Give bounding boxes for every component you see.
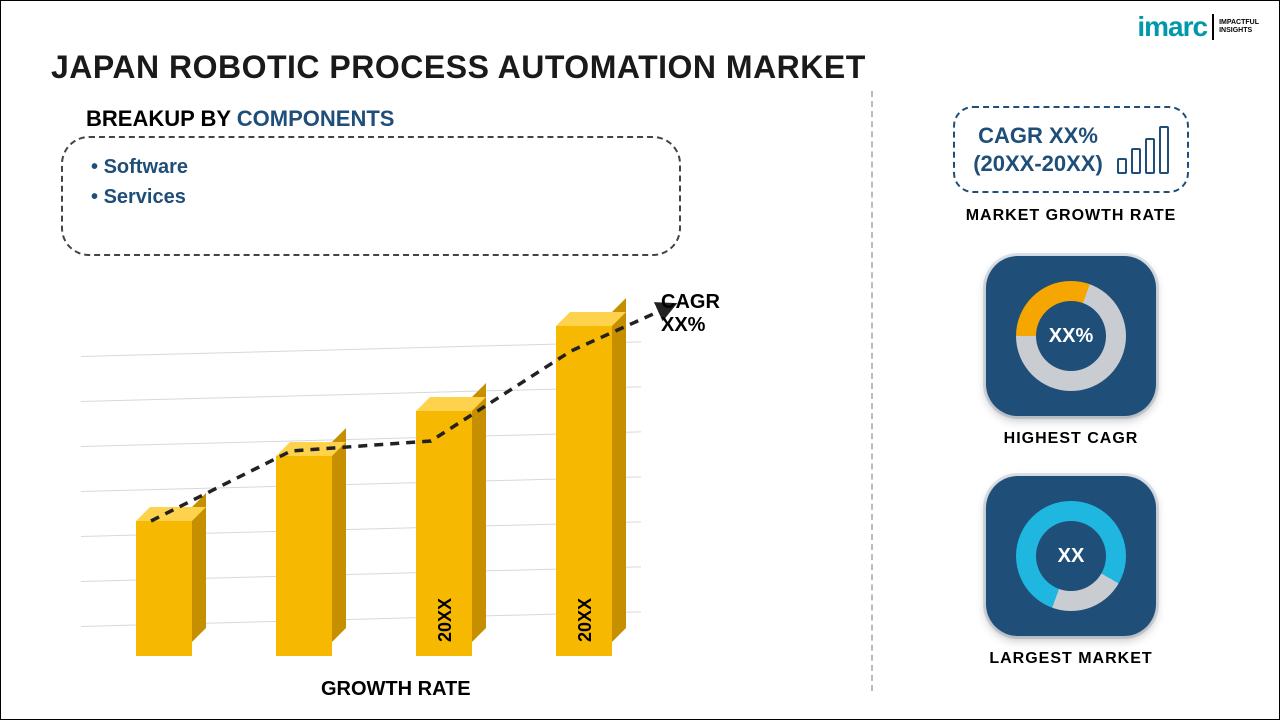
logo-text: imarc	[1137, 11, 1207, 43]
breakup-box: Software Services	[61, 136, 681, 256]
page-title: JAPAN ROBOTIC PROCESS AUTOMATION MARKET	[51, 49, 866, 86]
growth-rate-chart: 20XX20XX CAGR XX%	[81, 296, 721, 656]
logo-tagline: IMPACTFUL INSIGHTS	[1219, 19, 1259, 34]
donut-chart: XX	[1016, 501, 1126, 611]
bars-icon	[1117, 126, 1169, 174]
list-item: Software	[91, 152, 651, 182]
cagr-box: CAGR XX% (20XX-20XX)	[953, 106, 1189, 193]
panel-caption: HIGHEST CAGR	[921, 430, 1221, 448]
vertical-divider	[871, 91, 873, 691]
donut-label: XX%	[1016, 281, 1126, 391]
panel-caption: MARKET GROWTH RATE	[921, 207, 1221, 225]
donut-chart: XX%	[1016, 281, 1126, 391]
panel-caption: LARGEST MARKET	[921, 650, 1221, 668]
cagr-text: CAGR XX% (20XX-20XX)	[973, 122, 1103, 177]
highest-cagr-panel: XX% HIGHEST CAGR	[921, 256, 1221, 448]
chart-caption: GROWTH RATE	[321, 678, 471, 701]
list-item: Services	[91, 182, 651, 212]
highest-cagr-tile: XX%	[986, 256, 1156, 416]
breakup-heading: BREAKUP BY COMPONENTS	[86, 106, 394, 132]
breakup-list: Software Services	[91, 152, 651, 212]
logo-divider	[1212, 14, 1214, 40]
largest-market-panel: XX LARGEST MARKET	[921, 476, 1221, 668]
cagr-label: CAGR XX%	[661, 291, 721, 337]
trend-line	[81, 296, 721, 656]
brand-logo: imarc IMPACTFUL INSIGHTS	[1137, 11, 1259, 43]
growth-rate-panel: CAGR XX% (20XX-20XX) MARKET GROWTH RATE	[921, 106, 1221, 225]
largest-market-tile: XX	[986, 476, 1156, 636]
donut-label: XX	[1016, 501, 1126, 611]
